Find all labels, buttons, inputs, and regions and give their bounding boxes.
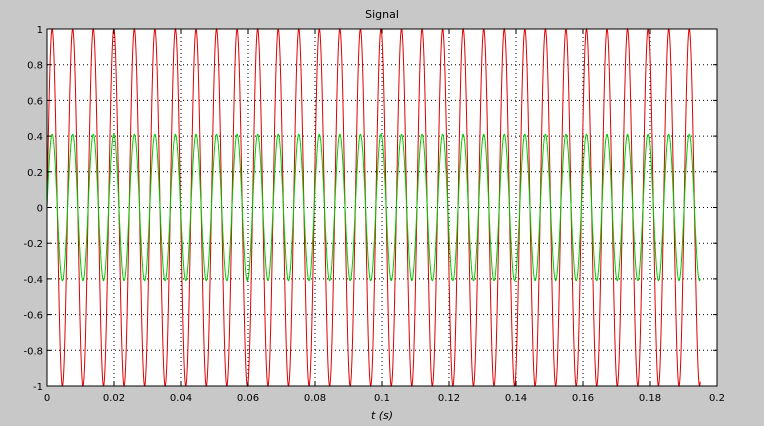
y-tick-label: -0.8: [23, 346, 43, 357]
y-tick-label: 0.2: [27, 168, 43, 179]
series-line-2: [46, 133, 701, 282]
plot-area-background: [47, 29, 717, 386]
x-tick-label: 0.08: [304, 393, 326, 404]
y-tick-label: 0.8: [27, 61, 43, 72]
y-tick-label: 0.4: [27, 132, 43, 143]
y-tick-label: -0.2: [23, 239, 43, 250]
y-tick-label: -0.6: [23, 311, 43, 322]
x-tick-label: 0.1: [374, 393, 390, 404]
x-tick-label: 0.12: [438, 393, 460, 404]
y-tick-label: -1: [33, 382, 43, 393]
x-axis-label: t (s): [371, 409, 393, 422]
x-tick-label: 0.02: [103, 393, 125, 404]
x-tick-label: 0.16: [572, 393, 594, 404]
y-tick-label: 1: [37, 25, 43, 36]
y-tick-label: 0: [37, 204, 43, 215]
y-tick-label: -0.4: [23, 275, 43, 286]
x-axis-ticks: 0 0.02 0.04 0.06 0.08 0.1 0.12 0.14 0.16 0.18 0.2: [44, 29, 725, 404]
chart-title: Signal: [365, 8, 399, 21]
x-tick-label: 0: [44, 393, 50, 404]
x-tick-label: 0.06: [237, 393, 259, 404]
x-tick-label: 0.14: [505, 393, 527, 404]
x-tick-label: 0.18: [639, 393, 661, 404]
series-layer: [46, 27, 701, 388]
y-tick-label: 0.6: [27, 96, 43, 107]
x-tick-label: 0.2: [709, 393, 725, 404]
y-axis-ticks: 1 0.8 0.6 0.4 0.2 0 -0.2 -0.4 -0.6 -0.8 -1: [23, 25, 717, 393]
x-tick-label: 0.04: [170, 393, 192, 404]
